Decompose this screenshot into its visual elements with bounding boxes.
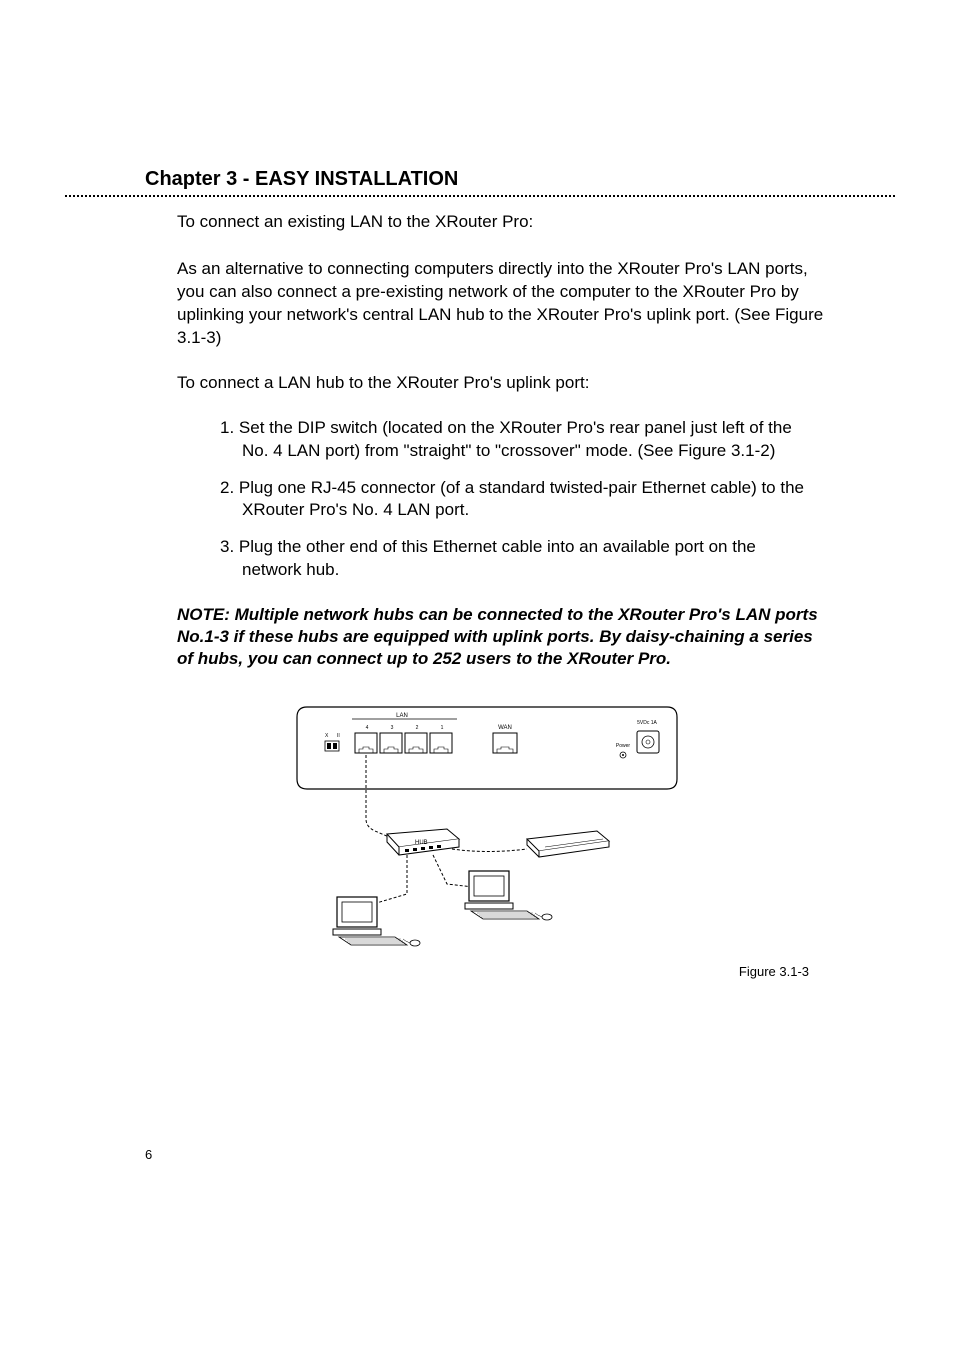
paragraph-1: As an alternative to connecting computer… <box>177 258 829 350</box>
port4-label: 4 <box>366 725 369 731</box>
port2-label: 2 <box>416 725 419 731</box>
page-number: 6 <box>145 1147 152 1162</box>
lan-port-3 <box>380 733 402 753</box>
modem-device <box>527 831 609 857</box>
ii-label: II <box>337 733 340 739</box>
lan-label: LAN <box>396 713 408 719</box>
paragraph-2: To connect a LAN hub to the XRouter Pro'… <box>177 372 829 395</box>
lan-port-4 <box>355 733 377 753</box>
hub-label: HUB <box>415 840 428 846</box>
step-2: 2. Plug one RJ-45 connector (of a standa… <box>220 477 829 523</box>
step-3: 3. Plug the other end of this Ethernet c… <box>220 536 829 582</box>
figure-area: LAN 4 3 2 1 X II <box>145 699 829 979</box>
document-page: Chapter 3 - EASY INSTALLATION To connect… <box>0 0 954 979</box>
note-text: NOTE: Multiple network hubs can be conne… <box>177 604 829 670</box>
step-1: 1. Set the DIP switch (located on the XR… <box>220 417 829 463</box>
wan-label: WAN <box>498 725 512 731</box>
power-label: Power <box>616 743 631 749</box>
lan-port-1 <box>430 733 452 753</box>
volt-label: 5VDc 1A <box>637 720 657 726</box>
port3-label: 3 <box>391 725 394 731</box>
computer-1 <box>333 897 420 946</box>
steps-list: 1. Set the DIP switch (located on the XR… <box>220 417 829 583</box>
port1-label: 1 <box>441 725 444 731</box>
computer-2 <box>465 871 552 920</box>
figure-caption: Figure 3.1-3 <box>145 964 809 979</box>
chapter-heading: Chapter 3 - EASY INSTALLATION <box>145 168 829 191</box>
wan-port <box>493 733 517 753</box>
hub-device: HUB <box>387 829 459 855</box>
lan-port-2 <box>405 733 427 753</box>
router-diagram: LAN 4 3 2 1 X II <box>287 699 687 949</box>
x-label: X <box>325 733 329 739</box>
heading-underline <box>65 195 895 197</box>
intro-line: To connect an existing LAN to the XRoute… <box>177 211 829 234</box>
